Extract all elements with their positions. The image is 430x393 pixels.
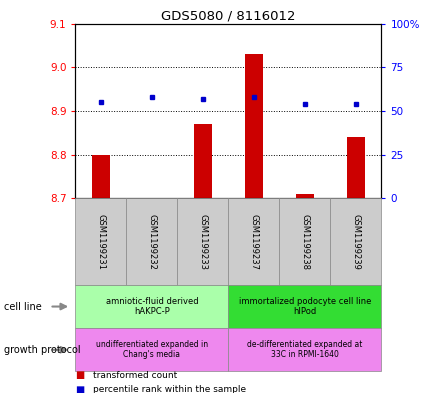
Text: GSM1199232: GSM1199232 (147, 214, 156, 270)
Text: amniotic-fluid derived
hAKPC-P: amniotic-fluid derived hAKPC-P (105, 297, 198, 316)
Bar (346, 137, 364, 198)
Text: undifferentiated expanded in
Chang's media: undifferentiated expanded in Chang's med… (95, 340, 208, 360)
Bar (194, 124, 212, 198)
Text: GSM1199239: GSM1199239 (350, 214, 359, 270)
Text: GSM1199238: GSM1199238 (300, 214, 309, 270)
Bar (92, 155, 110, 198)
Text: transformed count: transformed count (92, 371, 176, 380)
Text: immortalized podocyte cell line
hIPod: immortalized podocyte cell line hIPod (238, 297, 370, 316)
Bar (244, 54, 262, 198)
Text: GSM1199237: GSM1199237 (249, 214, 258, 270)
Text: de-differentiated expanded at
33C in RPMI-1640: de-differentiated expanded at 33C in RPM… (247, 340, 362, 360)
Text: growth protocol: growth protocol (4, 345, 81, 355)
Text: percentile rank within the sample: percentile rank within the sample (92, 386, 245, 393)
Text: cell line: cell line (4, 301, 42, 312)
Text: GSM1199231: GSM1199231 (96, 214, 105, 270)
Text: ■: ■ (75, 385, 84, 393)
Bar (295, 194, 313, 198)
Text: GSM1199233: GSM1199233 (198, 214, 207, 270)
Text: ■: ■ (75, 370, 84, 380)
Title: GDS5080 / 8116012: GDS5080 / 8116012 (161, 9, 295, 22)
